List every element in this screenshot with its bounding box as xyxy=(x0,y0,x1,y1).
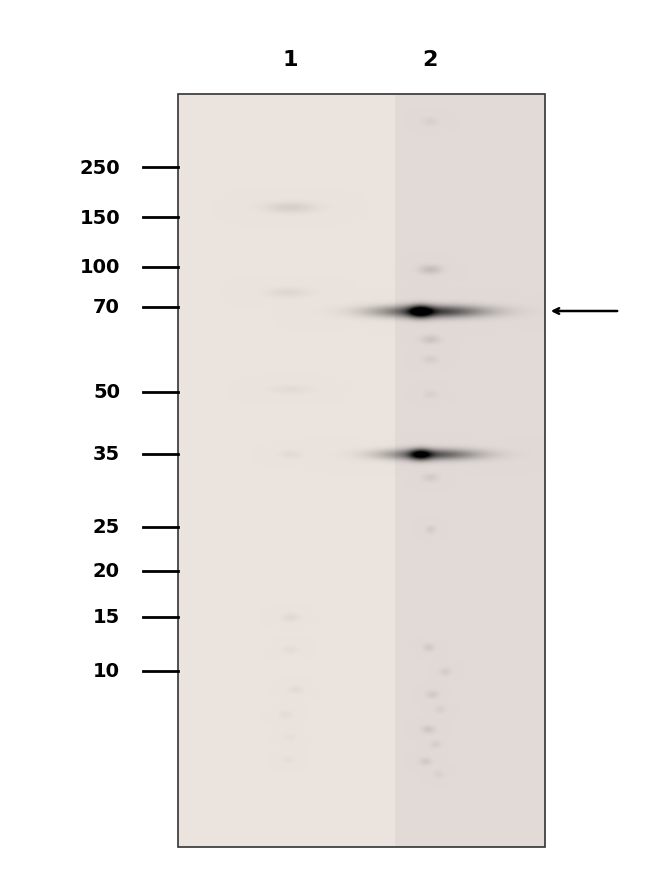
Text: 150: 150 xyxy=(79,209,120,227)
Bar xyxy=(178,95,545,847)
Text: 15: 15 xyxy=(93,607,120,627)
Text: 50: 50 xyxy=(93,383,120,402)
Text: 250: 250 xyxy=(79,158,120,177)
Text: 2: 2 xyxy=(422,50,437,70)
Text: 35: 35 xyxy=(93,445,120,464)
Text: 70: 70 xyxy=(93,298,120,317)
Text: 20: 20 xyxy=(93,562,120,580)
Text: 100: 100 xyxy=(79,258,120,277)
Text: 25: 25 xyxy=(93,518,120,537)
Text: 1: 1 xyxy=(282,50,298,70)
Text: 10: 10 xyxy=(93,661,120,680)
